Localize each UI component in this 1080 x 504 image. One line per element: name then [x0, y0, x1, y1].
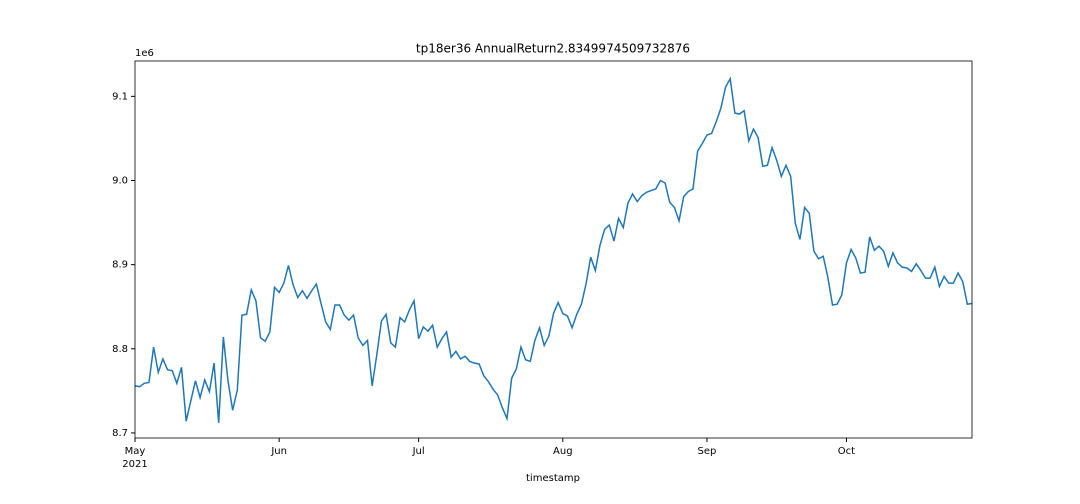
- y-tick-label: 9.1: [112, 91, 128, 102]
- line-series: [134, 76, 973, 423]
- x-year-label: 2021: [122, 459, 147, 470]
- y-tick-label: 9.0: [112, 175, 128, 186]
- y-tick-label: 8.8: [112, 344, 128, 355]
- chart-title: tp18er36 AnnualReturn2.8349974509732876: [416, 42, 690, 56]
- x-tick-label: May: [125, 446, 146, 457]
- x-tick-label: Sep: [698, 446, 717, 457]
- y-tick-label: 8.9: [112, 260, 128, 271]
- x-tick-label: Jun: [270, 446, 287, 457]
- x-axis-label: timestamp: [526, 473, 580, 484]
- x-tick-label: Aug: [553, 446, 573, 457]
- plot-frame: [134, 60, 973, 439]
- y-offset-label: 1e6: [135, 48, 154, 59]
- x-tick-label: Oct: [838, 446, 855, 457]
- x-tick-label: Jul: [412, 446, 425, 457]
- y-tick-label: 8.7: [112, 428, 128, 439]
